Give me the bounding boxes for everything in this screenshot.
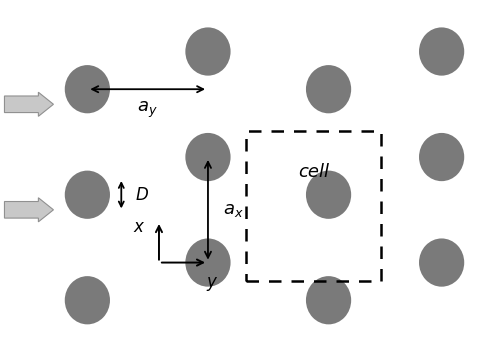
Text: $a_y$: $a_y$ [137,100,158,120]
Ellipse shape [306,171,351,219]
Text: cell: cell [298,163,329,181]
Bar [246,130,381,282]
Text: $y$: $y$ [205,275,218,293]
FancyArrow shape [4,198,53,222]
Ellipse shape [65,65,110,113]
Text: $x$: $x$ [133,218,145,236]
Text: $D$: $D$ [135,186,149,204]
Text: $a_x$: $a_x$ [223,201,244,219]
Ellipse shape [306,65,351,113]
FancyArrow shape [4,92,53,116]
Ellipse shape [419,133,464,181]
Ellipse shape [185,133,230,181]
Ellipse shape [65,171,110,219]
Ellipse shape [185,27,230,76]
Ellipse shape [185,238,230,287]
Ellipse shape [419,27,464,76]
Ellipse shape [65,276,110,324]
Ellipse shape [306,276,351,324]
Ellipse shape [419,238,464,287]
